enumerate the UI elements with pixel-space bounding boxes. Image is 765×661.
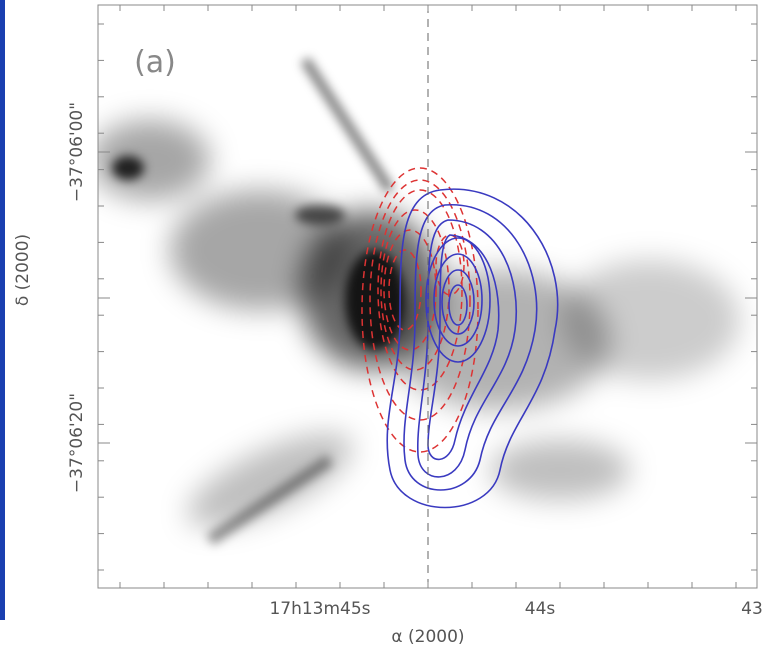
x-tick-label: 17h13m45s	[269, 599, 370, 619]
figure: (a) 17h13m45s 44s 43 α (2000) −37°06'00"…	[0, 0, 765, 657]
x-tick-label: 44s	[525, 599, 556, 619]
y-tick-label: −37°06'00"	[67, 102, 87, 202]
y-axis-label: δ (2000)	[13, 234, 33, 306]
nebula-image	[90, 5, 757, 588]
x-tick-label: 43	[741, 599, 763, 619]
y-tick-label: −37°06'20"	[67, 393, 87, 493]
colorbar-edge	[0, 0, 5, 620]
panel-label: (a)	[134, 45, 176, 80]
x-axis-label: α (2000)	[391, 627, 464, 647]
